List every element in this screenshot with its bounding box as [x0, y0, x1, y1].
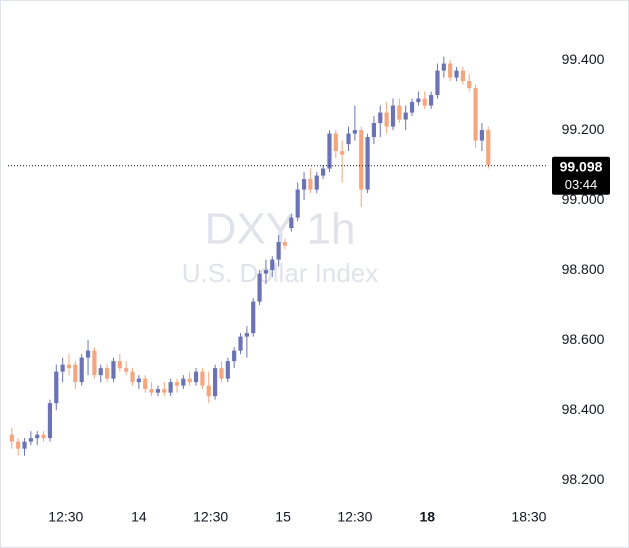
candle-body [321, 168, 326, 176]
candle-body [79, 357, 84, 383]
candle-body [9, 434, 14, 442]
candle-body [314, 175, 319, 190]
candle-body [85, 350, 91, 358]
candle-body [384, 112, 389, 127]
x-tick-label: 18 [420, 509, 436, 525]
candle-body [270, 259, 275, 271]
candle-body [22, 441, 27, 449]
last-price-box [552, 156, 610, 195]
candle-body [155, 389, 161, 393]
y-tick-label: 98.600 [562, 331, 605, 347]
candle-body [397, 105, 402, 120]
candle-body [454, 70, 459, 78]
countdown: 03:44 [565, 177, 598, 192]
y-tick-label: 99.000 [562, 191, 605, 207]
candle-body [35, 434, 40, 439]
x-tick-label: 18:30 [511, 509, 546, 525]
candle-body [162, 389, 167, 393]
candle-body [181, 378, 186, 386]
candle-body [174, 382, 180, 386]
y-tick-label: 98.800 [562, 261, 605, 277]
candle-body [448, 63, 453, 78]
candle-body [289, 217, 294, 229]
candle-body [473, 88, 478, 141]
y-tick-label: 99.200 [562, 121, 605, 137]
candle-body [187, 378, 192, 383]
candle-body [460, 70, 465, 82]
candle-body [149, 389, 154, 393]
candle-body [16, 441, 21, 449]
candle-body [117, 361, 122, 369]
candle-body [282, 242, 288, 246]
candle-body [390, 105, 396, 127]
candle-body [200, 371, 205, 386]
candle-body [225, 361, 230, 379]
candle-body [263, 270, 269, 274]
candle-body [143, 378, 148, 390]
candle-body [105, 368, 110, 379]
candle-body [467, 81, 472, 89]
candle-body [301, 179, 307, 190]
candle-body [308, 179, 313, 190]
candle-body [352, 130, 357, 134]
candle-body [168, 382, 173, 393]
candle-body [47, 403, 53, 439]
candle-body [346, 133, 351, 145]
candle-body [359, 130, 364, 190]
y-tick-label: 99.400 [562, 51, 605, 67]
candle-body [92, 350, 97, 376]
candle-body [54, 371, 59, 404]
candle-body [213, 368, 218, 397]
candle-body [66, 364, 72, 369]
x-tick-label: 12:30 [337, 509, 372, 525]
candle-body [244, 333, 249, 337]
candle-body [73, 364, 78, 383]
candle-body [327, 133, 332, 169]
x-tick-label: 12:30 [48, 509, 83, 525]
candle-body [257, 273, 262, 302]
candle-body [295, 189, 300, 218]
candle-body [130, 371, 135, 383]
x-tick-label: 15 [275, 509, 291, 525]
candle-body [422, 98, 427, 106]
watermark-subtitle: U.S. Dollar Index [182, 258, 379, 288]
candle-body [98, 368, 103, 376]
candle-body [124, 368, 129, 372]
candle-body [371, 123, 377, 138]
candle-body [232, 350, 237, 362]
candle-body [206, 385, 211, 397]
candle-body [333, 133, 338, 152]
candle-body [136, 378, 141, 383]
y-tick-label: 98.200 [562, 471, 605, 487]
candle-body [435, 70, 440, 96]
candle-body [219, 368, 224, 379]
candle-body [28, 438, 33, 442]
x-tick-label: 12:30 [193, 509, 228, 525]
candle-body [251, 301, 256, 334]
y-tick-label: 98.400 [562, 401, 605, 417]
candle-body [340, 151, 345, 155]
candle-body [409, 102, 415, 113]
x-tick-label: 14 [131, 509, 147, 525]
last-price-label: 99.098 [560, 158, 603, 174]
candle-body [378, 112, 383, 124]
candle-body [441, 63, 446, 71]
candle-body [429, 95, 434, 106]
candle-body [60, 364, 65, 372]
candle-body [276, 242, 281, 260]
candle-body [193, 371, 199, 383]
candle-body [238, 336, 243, 351]
candle-body [403, 112, 408, 120]
candle-body [479, 130, 485, 141]
candle-body [41, 434, 46, 439]
candle-body [486, 130, 491, 166]
candle-body [111, 361, 116, 379]
candle-body [365, 137, 370, 190]
candle-body [416, 98, 421, 103]
